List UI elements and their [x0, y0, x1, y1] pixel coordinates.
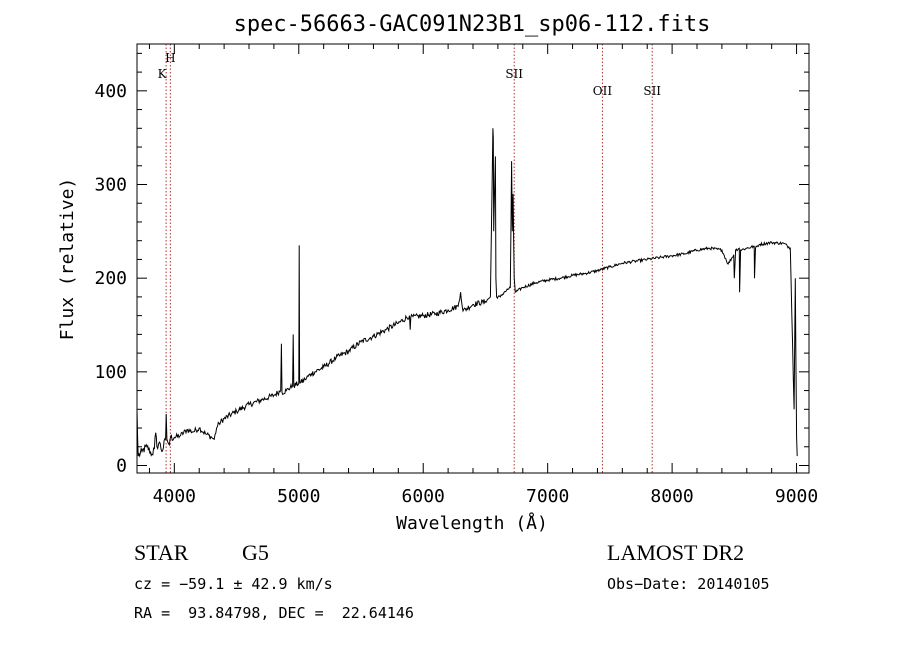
y-tick-label: 200: [94, 268, 127, 289]
y-tick-label: 400: [94, 81, 127, 102]
marker-label-sii-2: SII: [505, 67, 523, 81]
axis-ticks: 4000 5000 6000 7000 8000 9000 0 100 200 300 400: [94, 44, 818, 507]
chart-title: spec-56663-GAC091N23B1_sp06-112.fits: [234, 12, 711, 37]
x-axis-label: Wavelength (Å): [396, 512, 548, 534]
spectrum-series-0: [136, 128, 798, 458]
y-axis-label: Flux (relative): [57, 178, 78, 341]
marker-label-k-0: K: [158, 67, 168, 81]
plot-frame: [136, 43, 810, 474]
observation-date: Obs−Date: 20140105: [607, 575, 770, 593]
coordinates: RA = 93.84798, DEC = 22.64146: [134, 604, 414, 622]
marker-label-sii-4: SII: [643, 84, 661, 98]
redshift-cz: cz = −59.1 ± 42.9 km/s: [134, 575, 333, 593]
marker-label-h-1: H: [165, 51, 175, 65]
survey-name: LAMOST DR2: [607, 540, 745, 565]
object-class: STAR: [134, 540, 189, 565]
marker-label-oii-3: OII: [593, 84, 613, 98]
y-tick-label: 0: [116, 456, 127, 477]
x-tick-label: 6000: [402, 486, 445, 507]
y-tick-label: 300: [94, 175, 127, 196]
x-tick-label: 7000: [526, 486, 569, 507]
x-tick-label: 4000: [153, 486, 196, 507]
x-tick-label: 9000: [775, 486, 818, 507]
object-subclass: G5: [242, 540, 269, 565]
line-markers: KH SII OII SII: [158, 44, 661, 473]
y-tick-label: 100: [94, 362, 127, 383]
x-tick-label: 8000: [650, 486, 693, 507]
x-tick-label: 5000: [277, 486, 320, 507]
